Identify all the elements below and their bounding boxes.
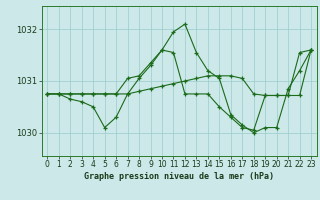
X-axis label: Graphe pression niveau de la mer (hPa): Graphe pression niveau de la mer (hPa) (84, 172, 274, 181)
